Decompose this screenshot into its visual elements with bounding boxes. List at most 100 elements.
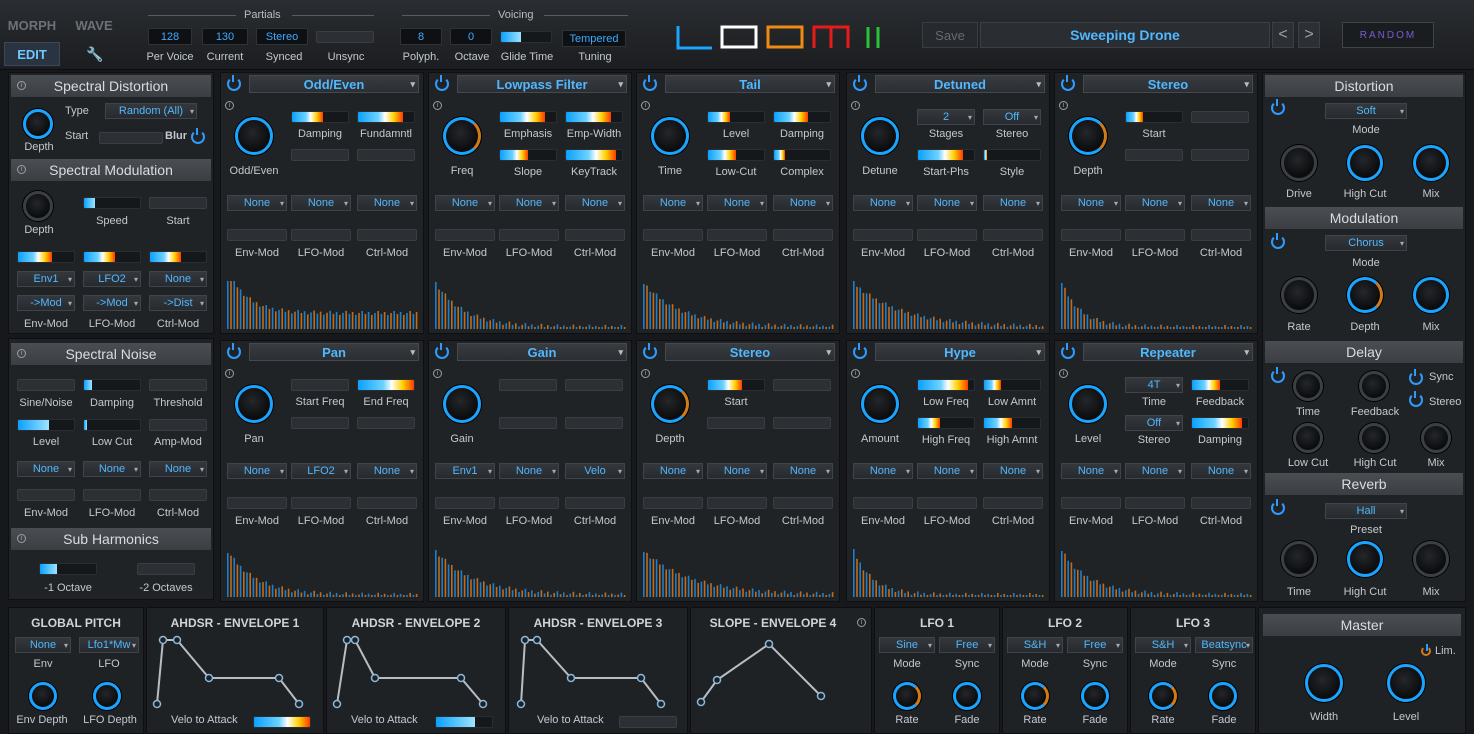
mod-amount-slider[interactable]	[983, 229, 1043, 241]
mod-amount-slider[interactable]	[291, 229, 351, 241]
dist-highcut-knob[interactable]	[1347, 145, 1383, 181]
mod-amount-slider[interactable]	[227, 497, 287, 509]
mod-source-dropdown[interactable]: None	[643, 195, 703, 211]
env-source-dropdown[interactable]: Env1	[17, 271, 75, 287]
mod-amount-slider[interactable]	[983, 497, 1043, 509]
info-icon[interactable]: i	[857, 618, 866, 627]
tuning-value[interactable]: Tempered	[562, 30, 626, 47]
pitch-env-dropdown[interactable]: None	[15, 637, 71, 653]
noise-lfo-dropdown[interactable]: None	[83, 461, 141, 477]
delay-sync-icon[interactable]	[1409, 369, 1423, 385]
noise-ctrl-dropdown[interactable]: None	[149, 461, 207, 477]
wrench-icon[interactable]: 🔧	[86, 46, 104, 62]
lfo-2-rate-knob[interactable]	[1021, 682, 1049, 710]
effect-title-dropdown[interactable]: Gain	[457, 343, 627, 361]
two-octaves-slider[interactable]	[137, 563, 195, 575]
mod-amount-slider[interactable]	[1191, 497, 1251, 509]
main-knob[interactable]	[443, 385, 481, 423]
mod-amount-slider[interactable]	[773, 229, 833, 241]
param-slider[interactable]	[291, 149, 349, 161]
distortion-power-icon[interactable]	[1271, 99, 1285, 115]
mod-source-dropdown[interactable]: Velo	[565, 463, 625, 479]
delay-mix-knob[interactable]	[1421, 423, 1451, 453]
reverb-preset-dropdown[interactable]: Hall	[1325, 503, 1407, 519]
mod-source-dropdown[interactable]: None	[1061, 463, 1121, 479]
main-knob[interactable]	[1069, 117, 1107, 155]
env-depth-knob[interactable]	[29, 682, 57, 710]
param-slider[interactable]	[917, 149, 975, 161]
velo-to-attack-slider[interactable]	[435, 716, 493, 728]
type-dropdown[interactable]: Random (All)	[105, 103, 197, 119]
mod-source-dropdown[interactable]: None	[565, 195, 625, 211]
mod-amount-slider[interactable]	[773, 497, 833, 509]
one-octave-slider[interactable]	[39, 563, 97, 575]
info-icon[interactable]: i	[17, 349, 26, 358]
spectral-noise-title[interactable]: Spectral Noise	[11, 343, 211, 365]
mod-amount-slider[interactable]	[565, 497, 625, 509]
param-slider[interactable]	[357, 379, 415, 391]
sine-noise-slider[interactable]	[17, 379, 75, 391]
main-knob[interactable]	[861, 117, 899, 155]
noise-lfo-amount[interactable]	[83, 489, 141, 501]
mod-source-dropdown[interactable]: LFO2	[291, 463, 351, 479]
level-knob[interactable]	[1387, 664, 1425, 702]
main-knob[interactable]	[235, 117, 273, 155]
param-slider[interactable]	[1125, 111, 1183, 123]
power-icon[interactable]	[643, 75, 657, 91]
mod-amount-slider[interactable]	[435, 229, 495, 241]
param-slider[interactable]	[1191, 417, 1249, 429]
param-slider[interactable]	[917, 417, 975, 429]
mod-source-dropdown[interactable]: None	[435, 195, 495, 211]
mod-source-dropdown[interactable]: None	[1191, 463, 1251, 479]
info-icon[interactable]: i	[225, 369, 234, 378]
save-button[interactable]: Save	[922, 22, 978, 48]
lfo-source-dropdown[interactable]: LFO2	[83, 271, 141, 287]
ctrl-source-dropdown[interactable]: None	[149, 271, 207, 287]
mod-source-dropdown[interactable]: None	[357, 463, 417, 479]
mod-amount-slider[interactable]	[707, 229, 767, 241]
mod-amount-slider[interactable]	[1061, 229, 1121, 241]
info-icon[interactable]: i	[17, 534, 26, 543]
preset-name[interactable]: Sweeping Drone	[980, 22, 1270, 48]
drive-knob[interactable]	[1281, 145, 1317, 181]
reverb-time-knob[interactable]	[1281, 541, 1317, 577]
lfo-1-mode-dropdown[interactable]: Sine	[879, 637, 935, 653]
env-amount-slider[interactable]	[17, 251, 75, 263]
info-icon[interactable]: i	[17, 81, 26, 90]
mod-source-dropdown[interactable]: None	[983, 463, 1043, 479]
effect-title-dropdown[interactable]: Odd/Even	[249, 75, 419, 93]
morph-tab[interactable]: MORPH	[7, 17, 57, 33]
mod-source-dropdown[interactable]: None	[357, 195, 417, 211]
velo-to-attack-slider[interactable]	[253, 716, 311, 728]
lfo-3-mode-dropdown[interactable]: S&H	[1135, 637, 1191, 653]
param-slider[interactable]	[773, 111, 831, 123]
mod-source-dropdown[interactable]: None	[227, 195, 287, 211]
mod-amount-slider[interactable]	[643, 497, 703, 509]
threshold-slider[interactable]	[149, 379, 207, 391]
info-icon[interactable]: i	[225, 101, 234, 110]
pitch-lfo-dropdown[interactable]: Lfo1*Mw	[79, 637, 139, 653]
param-slider[interactable]	[707, 111, 765, 123]
effect-title-dropdown[interactable]: Tail	[665, 75, 835, 93]
start-slider[interactable]	[99, 132, 163, 144]
param-slider[interactable]	[565, 417, 623, 429]
dist-mix-knob[interactable]	[1413, 145, 1449, 181]
random-button[interactable]: RANDOM	[1342, 22, 1434, 48]
effect-title-dropdown[interactable]: Stereo	[665, 343, 835, 361]
mod-amount-slider[interactable]	[1125, 497, 1185, 509]
mod-amount-slider[interactable]	[565, 229, 625, 241]
mod-source-dropdown[interactable]: None	[1125, 195, 1185, 211]
mod-source-dropdown[interactable]: None	[499, 463, 559, 479]
ctrl-target-dropdown[interactable]: ->Dist	[149, 295, 207, 311]
info-icon[interactable]: i	[851, 369, 860, 378]
param-slider[interactable]	[499, 417, 557, 429]
param-slider[interactable]	[773, 149, 831, 161]
main-knob[interactable]	[861, 385, 899, 423]
speed-slider[interactable]	[83, 197, 141, 209]
octave-value[interactable]: 0	[450, 28, 492, 45]
delay-time-knob[interactable]	[1293, 371, 1323, 401]
mod-amount-slider[interactable]	[853, 229, 913, 241]
lfo-1-fade-knob[interactable]	[953, 682, 981, 710]
info-icon[interactable]: i	[851, 101, 860, 110]
param-slider[interactable]	[357, 111, 415, 123]
